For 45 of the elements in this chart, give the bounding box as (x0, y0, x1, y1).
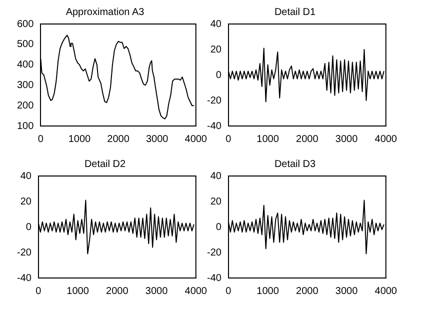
x-tick-label: 1000 (256, 286, 280, 297)
x-tick-label: 3000 (146, 134, 169, 145)
y-tick-label: 500 (16, 39, 34, 50)
x-tick-label: 0 (38, 134, 44, 145)
y-tick-label: -40 (17, 272, 32, 284)
x-tick-label: 2000 (106, 286, 129, 297)
x-tick-label: 4000 (184, 286, 208, 297)
y-tick-label: 0 (26, 222, 32, 233)
y-tick-label: -20 (207, 247, 222, 258)
chart-title: Detail D1 (274, 6, 316, 18)
y-tick-label: 20 (210, 196, 222, 208)
x-tick-label: 3000 (335, 286, 358, 297)
y-tick-label: 20 (20, 196, 32, 208)
y-tick-label: 400 (16, 60, 34, 71)
y-tick-label: 40 (210, 170, 222, 182)
y-tick-label: -20 (207, 95, 222, 106)
x-tick-label: 3000 (145, 286, 168, 297)
x-tick-label: 4000 (374, 134, 398, 145)
y-tick-label: 20 (210, 44, 222, 56)
x-tick-label: 4000 (184, 134, 208, 145)
x-tick-label: 4000 (374, 286, 398, 297)
y-tick-label: -20 (17, 247, 32, 258)
x-tick-label: 3000 (335, 134, 358, 145)
x-tick-label: 0 (226, 286, 232, 297)
y-tick-label: 600 (16, 18, 34, 30)
x-tick-label: 2000 (296, 286, 319, 297)
x-tick-label: 2000 (107, 134, 130, 145)
y-tick-label: -40 (207, 272, 222, 284)
x-tick-label: 0 (226, 134, 232, 145)
y-tick-label: 40 (20, 170, 32, 182)
x-tick-label: 1000 (256, 134, 280, 145)
chart-title: Detail D2 (84, 158, 126, 170)
y-tick-label: 0 (216, 70, 222, 81)
y-tick-label: 40 (210, 18, 222, 30)
y-tick-label: 200 (16, 100, 34, 112)
y-tick-label: 100 (16, 120, 34, 132)
y-tick-label: -40 (207, 120, 222, 132)
y-tick-label: 300 (16, 80, 34, 91)
y-tick-label: 0 (216, 222, 222, 233)
x-tick-label: 1000 (68, 134, 92, 145)
x-tick-label: 1000 (66, 286, 90, 297)
chart-title: Detail D3 (274, 158, 316, 170)
x-tick-label: 2000 (296, 134, 319, 145)
chart-title: Approximation A3 (66, 6, 145, 18)
x-tick-label: 0 (36, 286, 42, 297)
